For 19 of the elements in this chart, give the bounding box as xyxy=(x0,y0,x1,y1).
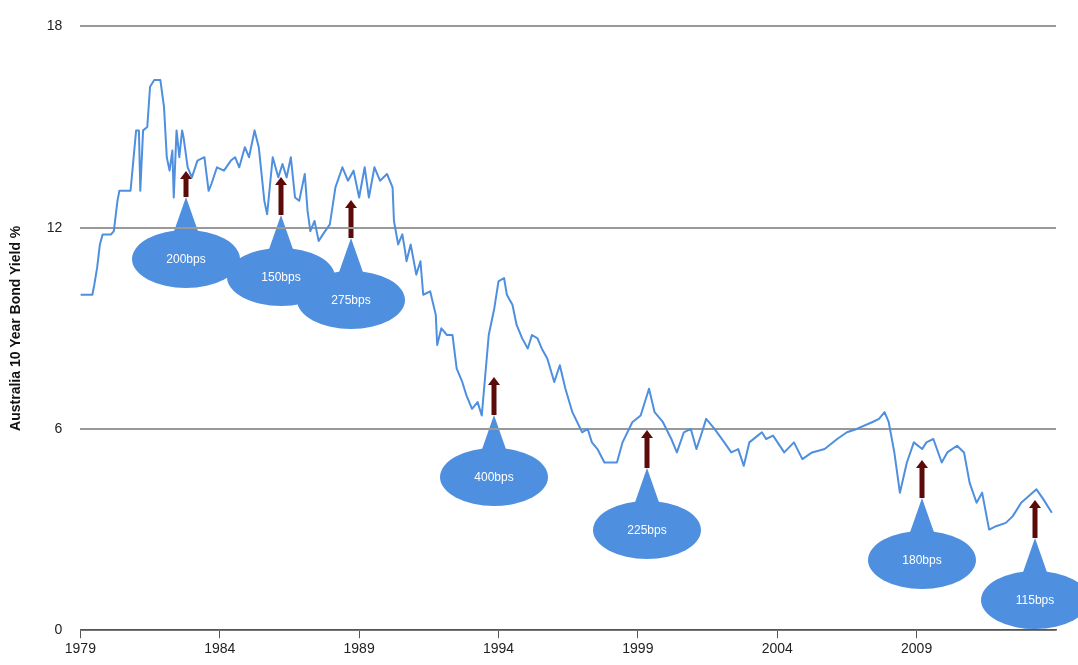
x-tick-label: 2004 xyxy=(761,640,794,657)
x-tick-label: 2009 xyxy=(901,640,933,657)
x-tick-label: 1999 xyxy=(622,640,654,657)
y-tick-label: 6 xyxy=(54,419,63,436)
annotation: 400bps xyxy=(473,469,515,485)
annotation: 150bps xyxy=(260,269,302,285)
x-tick-label: 1989 xyxy=(343,640,375,657)
annotation: 115bps xyxy=(1014,592,1056,608)
y-tick-label: 0 xyxy=(54,621,63,638)
x-tick-label: 1984 xyxy=(204,640,236,657)
x-tick-label: 1979 xyxy=(64,640,97,657)
annotation: 275bps xyxy=(330,292,372,308)
annotation: 180bps xyxy=(901,552,943,568)
x-tick-label: 1994 xyxy=(482,640,515,657)
y-axis-title: Australia 10 Year Bond Yield % xyxy=(7,225,24,431)
y-tick-label: 12 xyxy=(46,218,63,235)
y-tick-label: 18 xyxy=(46,17,63,34)
annotation: 225bps xyxy=(626,522,668,538)
annotation: 200bps xyxy=(165,251,207,267)
